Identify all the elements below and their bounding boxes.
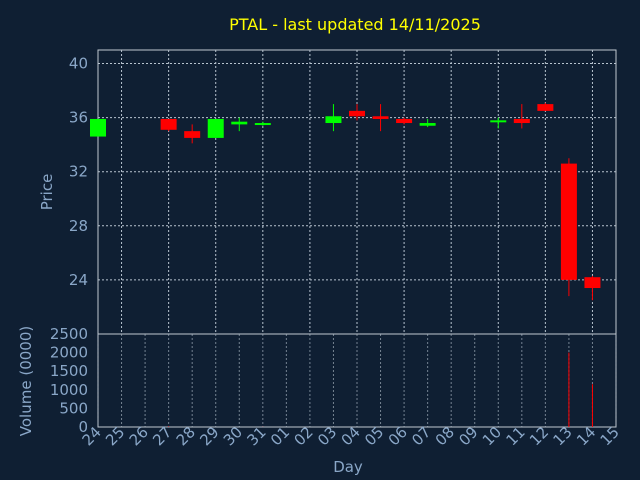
candle-body <box>584 277 601 289</box>
price-panel: 24 28 32 36 40 <box>69 49 617 335</box>
candle-body <box>90 118 106 137</box>
chart-title: PTAL - last updated 14/11/2025 <box>229 15 481 34</box>
candle-body <box>396 118 413 124</box>
x-axis: 2425262728293031010203040506070809101112… <box>79 423 623 449</box>
candle-body <box>513 118 530 124</box>
volume-tick-label: 500 <box>59 399 88 417</box>
volume-tick-label: 0 <box>78 418 88 436</box>
candle-body <box>325 116 342 124</box>
volume-tick-label: 1000 <box>50 381 88 399</box>
price-tick-label: 28 <box>69 217 88 235</box>
price-axis-label: Price <box>38 174 56 211</box>
x-axis-label: Day <box>333 458 363 476</box>
candle-body <box>537 104 554 111</box>
price-tick-label: 32 <box>69 163 88 181</box>
candle-body <box>160 118 177 130</box>
candle-body <box>419 123 436 126</box>
candle-body <box>560 163 577 280</box>
candle-body <box>254 123 271 126</box>
candle-body <box>372 116 389 119</box>
volume-tick-label: 1500 <box>50 362 88 380</box>
price-tick-label: 40 <box>69 55 88 73</box>
candle-body <box>490 120 507 123</box>
volume-tick-label: 2000 <box>50 344 88 362</box>
candle-body <box>349 110 365 117</box>
volume-axis-label: Volume (0000) <box>17 326 35 436</box>
candle-body <box>184 131 201 138</box>
price-tick-label: 36 <box>69 109 88 127</box>
candle-body <box>231 121 248 125</box>
candle-body <box>207 118 224 138</box>
volume-tick-label: 2500 <box>50 325 88 343</box>
price-tick-label: 24 <box>69 271 88 289</box>
